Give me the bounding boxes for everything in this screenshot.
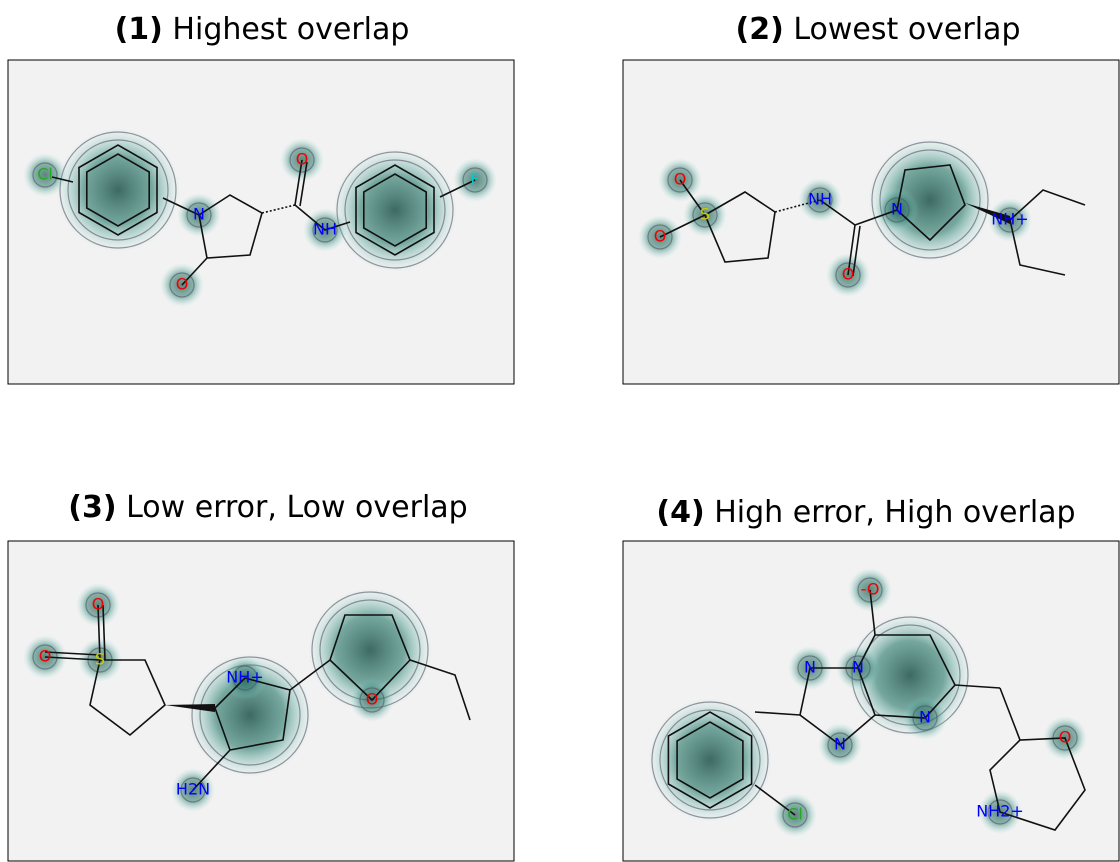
panel-title-text: Highest overlap bbox=[172, 12, 409, 47]
atom-label: Cl bbox=[787, 805, 803, 824]
atom-label: Cl bbox=[37, 165, 53, 184]
atom-label: N bbox=[834, 735, 846, 754]
atom-label: N bbox=[193, 205, 205, 224]
atom-label: O bbox=[842, 265, 855, 284]
panel-title: (2) Lowest overlap bbox=[736, 12, 1021, 47]
atom-label: N bbox=[919, 708, 931, 727]
atom-label: H2N bbox=[176, 780, 210, 799]
atom-label: NH2+ bbox=[976, 802, 1024, 821]
atom-label: S bbox=[95, 650, 105, 669]
atom-label: O bbox=[39, 647, 52, 666]
atom-label: S bbox=[700, 205, 710, 224]
atom-label: N bbox=[804, 658, 816, 677]
figure: (1) Highest overlap Cl N O O NH F (2) Lowest ov… bbox=[0, 0, 1120, 862]
panel-number: (4) bbox=[656, 495, 704, 530]
panel-number: (2) bbox=[736, 12, 784, 47]
heat-blob bbox=[648, 698, 772, 822]
atom-label: NH bbox=[808, 190, 832, 209]
atom-label: NH+ bbox=[226, 668, 263, 687]
panel-title-text: Low error, Low overlap bbox=[126, 490, 468, 525]
heat-blob bbox=[333, 148, 457, 272]
atom-label: O bbox=[654, 227, 667, 246]
atom-label: O bbox=[92, 595, 105, 614]
panel-title-text: Lowest overlap bbox=[793, 12, 1020, 47]
atom-label: N bbox=[891, 200, 903, 219]
atom-label: -O bbox=[861, 580, 880, 599]
heat-blob bbox=[56, 128, 180, 252]
panel-number: (1) bbox=[115, 12, 163, 47]
atom-label: O bbox=[366, 690, 379, 709]
atom-label: O bbox=[1059, 728, 1072, 747]
atom-label: NH+ bbox=[991, 210, 1028, 229]
atom-label: NH bbox=[313, 220, 337, 239]
panel-title: (4) High error, High overlap bbox=[656, 495, 1075, 530]
panel-title: (3) Low error, Low overlap bbox=[68, 490, 467, 525]
atom-label: O bbox=[296, 150, 309, 169]
panel-number: (3) bbox=[68, 490, 116, 525]
atom-label: O bbox=[674, 170, 687, 189]
atom-label: F bbox=[470, 170, 479, 189]
panel-title: (1) Highest overlap bbox=[115, 12, 410, 47]
panel-title-text: High error, High overlap bbox=[714, 495, 1075, 530]
atom-label: O bbox=[176, 275, 189, 294]
atom-label: N bbox=[852, 658, 864, 677]
